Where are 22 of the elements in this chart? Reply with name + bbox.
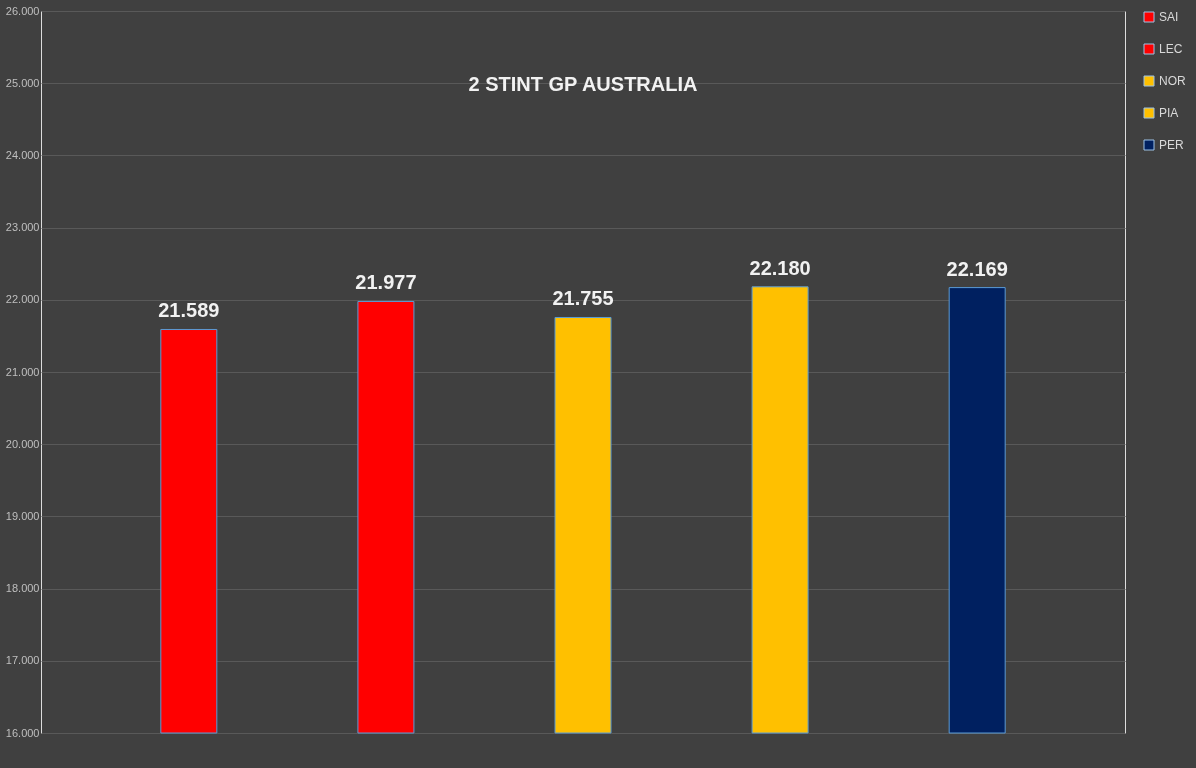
data-label: 22.180 (749, 256, 811, 279)
legend-label: LEC (1159, 42, 1183, 56)
data-label: 21.589 (158, 299, 220, 322)
data-label: 21.755 (552, 287, 614, 310)
y-tick-label: 20.000 (5, 437, 40, 450)
y-tick-label: 25.000 (5, 76, 40, 89)
y-tick-label: 18.000 (5, 582, 40, 595)
data-label: 22.169 (946, 257, 1008, 280)
y-tick-label: 26.000 (5, 4, 40, 17)
legend-label: PIA (1159, 106, 1179, 120)
y-tick-label: 16.000 (5, 726, 40, 739)
y-tick-label: 22.000 (5, 293, 40, 306)
text: 2 STINT GP AUSTRALIA (468, 73, 698, 95)
y-tick-label: 17.000 (5, 654, 40, 667)
legend-label: SAI (1159, 10, 1179, 24)
legend-label: NOR (1159, 74, 1186, 88)
y-tick-label: 19.000 (5, 509, 40, 522)
y-tick-label: 24.000 (5, 148, 40, 161)
data-label: 21.977 (355, 271, 417, 294)
y-tick-label: 21.000 (5, 365, 40, 378)
y-tick-label: 23.000 (5, 221, 40, 234)
legend-label: PER (1159, 138, 1185, 152)
